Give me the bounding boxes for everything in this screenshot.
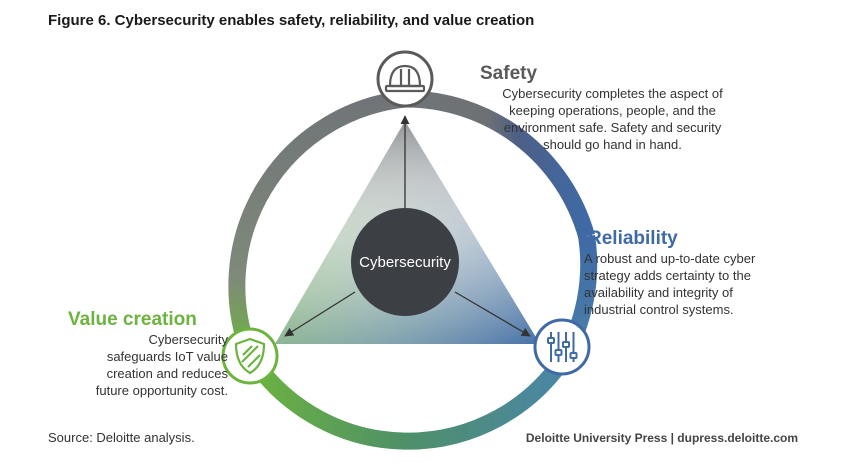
reliability-node (533, 318, 591, 376)
reliability-heading: Reliability (588, 228, 678, 249)
value-creation-line: future opportunity cost. (95, 383, 228, 398)
arrow-to-reliability (454, 291, 531, 337)
value-creation-block: Value creation Cybersecurity safeguards … (50, 309, 228, 399)
reliability-line: strategy adds certainty to the (584, 268, 751, 283)
sliders-icon (547, 332, 578, 362)
safety-node (376, 50, 434, 108)
safety-line: environment safe. Safety and security (503, 120, 722, 135)
reliability-line: A robust and up-to-date cyber (584, 251, 756, 266)
value-creation-heading: Value creation (68, 309, 197, 330)
value-creation-description: Cybersecurity safeguards IoT value creat… (50, 331, 228, 399)
figure-title: Figure 6. Cybersecurity enables safety, … (48, 12, 535, 29)
safety-line: should go hand in hand. (543, 137, 682, 152)
cycle-ring (228, 90, 598, 450)
safety-line: Cybersecurity completes the aspect of (502, 86, 723, 101)
value-creation-line: safeguards IoT value (106, 349, 228, 364)
reliability-line: availability and integrity of (584, 285, 733, 300)
arrow-to-value-creation (284, 291, 356, 337)
reliability-description: A robust and up-to-date cyber strategy a… (584, 250, 834, 318)
shield-icon (234, 337, 266, 375)
center-node: Cybersecurity (351, 208, 459, 316)
connector-arrows (284, 115, 531, 337)
value-creation-node (221, 327, 279, 385)
hard-hat-icon (384, 64, 426, 93)
value-creation-line: Cybersecurity (148, 332, 228, 347)
safety-line: keeping operations, people, and the (509, 103, 716, 118)
safety-block: Safety Cybersecurity completes the aspec… (440, 63, 785, 153)
reliability-block: Reliability A robust and up-to-date cybe… (574, 228, 834, 318)
safety-description: Cybersecurity completes the aspect of ke… (440, 85, 785, 153)
source-note: Source: Deloitte analysis. (48, 430, 195, 445)
value-creation-line: creation and reduces (106, 366, 228, 381)
reliability-line: industrial control systems. (584, 302, 734, 317)
center-label: Cybersecurity (359, 254, 451, 271)
safety-heading: Safety (480, 63, 538, 84)
publisher-credit: Deloitte University Press | dupress.delo… (525, 431, 798, 445)
